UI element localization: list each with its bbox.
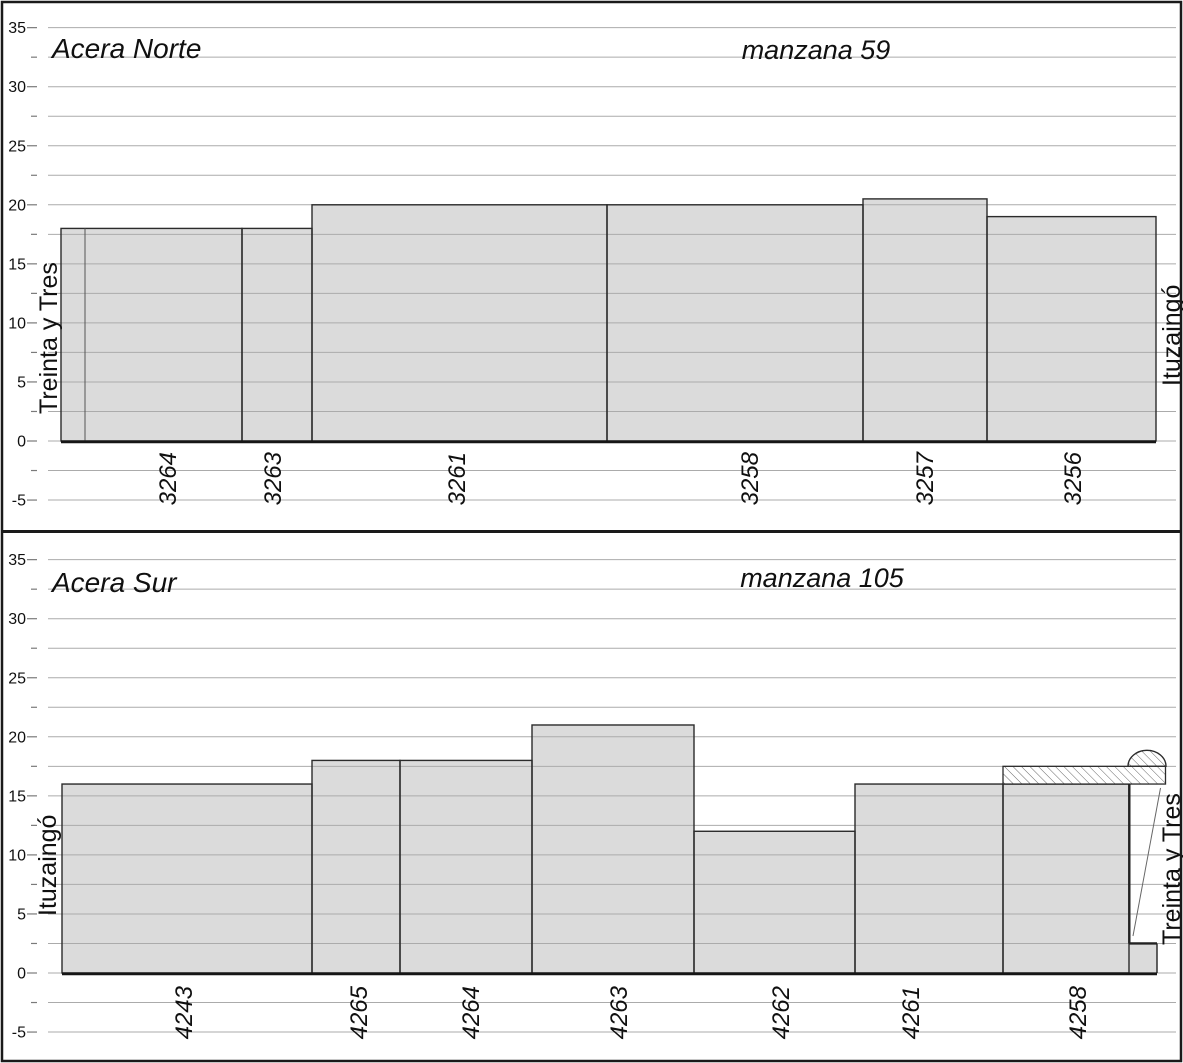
bar-4262 [694,831,855,973]
door-number-label: 3261 [444,452,471,505]
y-tick-label: -5 [12,493,26,510]
bar-4265 [312,760,400,973]
door-number-label: 3258 [737,451,764,505]
door-number-label: 4264 [458,986,485,1039]
bar-4264 [400,760,532,973]
bar-3263 [242,228,312,441]
bar-4243 [62,784,312,973]
street-label-right: Treinta y Tres [1158,793,1183,945]
block-label: manzana 105 [740,563,905,593]
door-number-label: 3264 [155,452,182,505]
street-label-left: Ituzaingó [34,815,62,916]
y-tick-label: 35 [8,20,26,37]
y-tick-label: 25 [8,670,26,687]
door-number-label: 4243 [171,985,198,1039]
bar-3257 [863,198,987,441]
door-number-label: 3256 [1060,451,1087,505]
y-tick-label: 10 [8,315,26,332]
y-tick-label: 10 [8,847,26,864]
panel-title: Acera Sur [50,567,178,598]
y-tick-label: 0 [17,434,26,451]
y-tick-label: 15 [8,788,26,805]
y-tick-label: 20 [8,197,26,214]
parapet-hatched [1002,765,1167,785]
door-number-label: 4263 [606,985,633,1039]
y-tick-label: 30 [8,611,26,628]
door-number-label: 4261 [898,986,925,1039]
y-tick-label: 30 [8,79,26,96]
y-tick-label: 20 [8,729,26,746]
bar-4261 [855,784,1003,973]
street-label-right: Ituzaingó [1158,285,1183,386]
y-tick-label: 5 [17,374,26,391]
block-label: manzana 59 [742,35,891,65]
bar-4263 [532,724,694,973]
corner-diagonal-line [1132,787,1161,937]
panel-north: 35 30 25 20 15 10 5 0 -5 3264 3263 3261 3258 3257 3256… [8,20,1183,509]
rooftop-dome [1127,749,1167,768]
door-number-label: 4262 [768,986,795,1039]
door-number-label: 4265 [346,985,373,1039]
panel-title: Acera Norte [50,33,201,64]
y-tick-label: 5 [17,906,26,923]
y-tick-label: 15 [8,256,26,273]
y-tick-label: 35 [8,552,26,569]
y-tick-label: -5 [12,1025,26,1042]
corner-wall [1129,943,1157,973]
street-label-left: Treinta y Tres [35,262,63,414]
y-tick-label: 0 [17,966,26,983]
panel-south: 35 30 25 20 15 10 5 0 -5 4243 4265 4264 4263 4262 4261… [8,552,1183,1041]
bar-3264 [61,228,242,441]
door-number-label: 3263 [260,451,287,505]
bar-3256 [987,216,1156,441]
y-tick-label: 25 [8,138,26,155]
bar-4258 [1003,784,1129,973]
door-number-label: 3257 [912,450,939,505]
door-number-label: 4258 [1065,985,1092,1039]
